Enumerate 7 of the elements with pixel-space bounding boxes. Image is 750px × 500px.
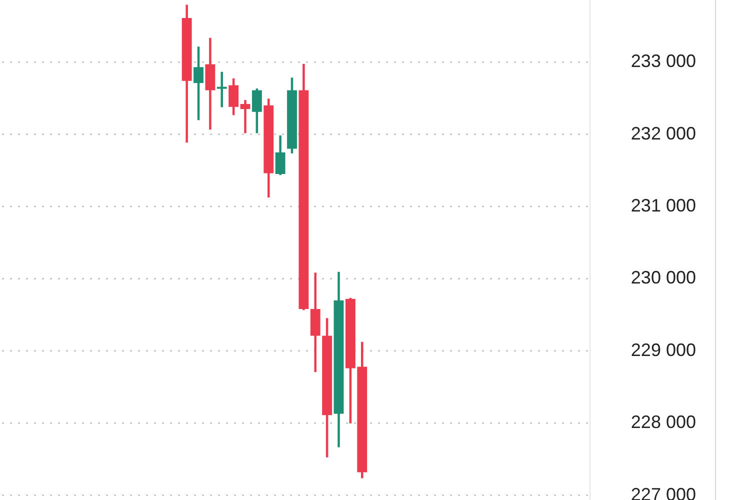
y-tick-label: 233 000 xyxy=(630,51,696,72)
y-tick-label: 231 000 xyxy=(630,195,696,216)
y-tick-label: 229 000 xyxy=(630,340,696,360)
y-tick-label: 230 000 xyxy=(630,268,696,288)
candlestick xyxy=(240,100,250,134)
y-tick-label: 228 000 xyxy=(630,412,696,432)
y-tick-label: 232 000 xyxy=(630,123,696,144)
